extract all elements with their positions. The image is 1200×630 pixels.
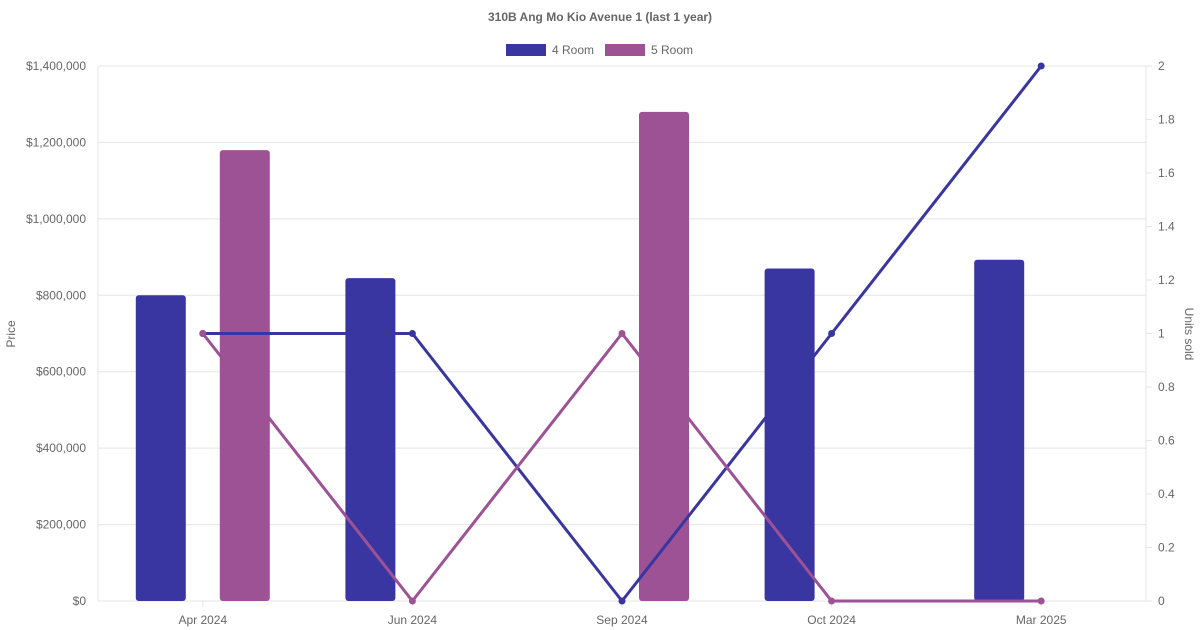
legend-swatch-4-room — [506, 44, 546, 56]
legend-swatch-5-room — [605, 44, 645, 56]
point-4-room — [1037, 62, 1045, 70]
y-tick-label: $400,000 — [36, 441, 86, 455]
legend: 4 Room 5 Room — [506, 43, 693, 57]
gridlines — [97, 65, 1152, 607]
point-5-room — [408, 597, 416, 605]
line-5-room — [201, 332, 1042, 603]
y2-tick-label: 1 — [1158, 327, 1165, 341]
point-4-room — [408, 330, 416, 337]
point-4-room — [828, 330, 836, 337]
x-tick-label: Mar 2025 — [1016, 613, 1067, 627]
point-5-room — [199, 330, 207, 337]
y2-axis-label: Units sold — [1182, 308, 1196, 361]
y-tick-label: $0 — [73, 594, 87, 608]
y-axis-ticks: $0 $200,000 $400,000 $600,000 $800,000 $1,000… — [26, 59, 86, 608]
y-axis-label: Price — [4, 320, 18, 348]
y2-tick-label: 2 — [1158, 59, 1165, 73]
y2-tick-label: 1.4 — [1158, 220, 1175, 234]
bar-4-room — [974, 259, 1025, 601]
bar-5-room — [219, 150, 270, 602]
y-tick-label: $1,400,000 — [26, 59, 86, 73]
y2-tick-label: 1.8 — [1158, 113, 1175, 127]
bar-4-room — [135, 295, 186, 601]
x-tick-label: Jun 2024 — [388, 613, 438, 627]
legend-label-4-room: 4 Room — [552, 43, 594, 57]
x-axis-ticks: Apr 2024 Jun 2024 Sep 2024 Oct 2024 Mar 2025 — [178, 613, 1066, 627]
y2-tick-label: 0.6 — [1158, 434, 1175, 448]
bars — [135, 111, 1025, 602]
point-5-room — [618, 330, 626, 337]
point-4-room — [618, 597, 626, 605]
y2-tick-label: 1.6 — [1158, 166, 1175, 180]
y-tick-label: $800,000 — [36, 288, 86, 302]
bar-4-room — [764, 268, 815, 601]
bar-4-room — [345, 278, 396, 601]
y2-tick-label: 0.8 — [1158, 380, 1175, 394]
point-5-room — [1037, 597, 1045, 605]
series-points — [199, 62, 1045, 605]
y-tick-label: $600,000 — [36, 365, 86, 379]
x-tick-label: Oct 2024 — [807, 613, 856, 627]
x-tick-label: Apr 2024 — [178, 613, 227, 627]
legend-label-5-room: 5 Room — [651, 43, 693, 57]
bar-5-room — [639, 111, 689, 601]
y2-tick-label: 0 — [1158, 594, 1165, 608]
y2-tick-label: 1.2 — [1158, 273, 1175, 287]
chart-title: 310B Ang Mo Kio Avenue 1 (last 1 year) — [488, 10, 712, 24]
y-tick-label: $1,200,000 — [26, 135, 86, 149]
y-tick-label: $1,000,000 — [26, 212, 86, 226]
y2-tick-label: 0.4 — [1158, 487, 1175, 501]
point-5-room — [828, 597, 836, 605]
y-tick-label: $200,000 — [36, 518, 86, 532]
y2-axis-ticks: 0 0.2 0.4 0.6 0.8 1 1.2 1.4 1.6 1.8 2 — [1158, 59, 1175, 608]
x-tick-label: Sep 2024 — [596, 613, 648, 627]
y2-tick-label: 0.2 — [1158, 541, 1175, 555]
